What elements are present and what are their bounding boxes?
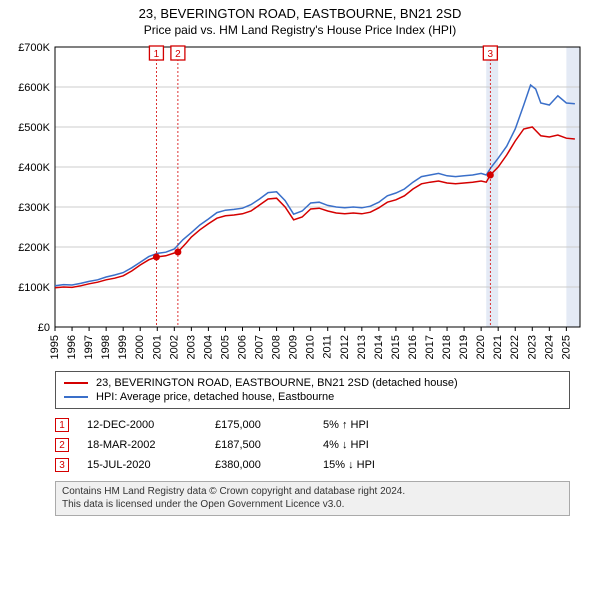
event-date: 18-MAR-2002 — [87, 439, 197, 451]
svg-text:2007: 2007 — [254, 335, 266, 359]
svg-text:1997: 1997 — [83, 335, 95, 359]
svg-text:2011: 2011 — [322, 335, 334, 359]
event-marker-icon: 1 — [55, 418, 69, 432]
svg-text:£200K: £200K — [18, 242, 50, 254]
svg-text:2012: 2012 — [339, 335, 351, 359]
svg-text:£500K: £500K — [18, 122, 50, 134]
svg-text:£300K: £300K — [18, 202, 50, 214]
svg-text:1999: 1999 — [117, 335, 129, 359]
event-date: 15-JUL-2020 — [87, 459, 197, 471]
svg-text:2010: 2010 — [305, 335, 317, 359]
legend-row: 23, BEVERINGTON ROAD, EASTBOURNE, BN21 2… — [64, 376, 561, 390]
svg-text:1: 1 — [154, 49, 160, 60]
svg-text:1996: 1996 — [66, 335, 78, 359]
legend-row: HPI: Average price, detached house, East… — [64, 390, 561, 404]
svg-text:1995: 1995 — [49, 335, 61, 359]
svg-text:2016: 2016 — [407, 335, 419, 359]
svg-text:2002: 2002 — [168, 335, 180, 359]
legend-swatch — [64, 396, 88, 398]
event-row: 3 15-JUL-2020 £380,000 15% ↓ HPI — [55, 455, 570, 475]
svg-text:2018: 2018 — [441, 335, 453, 359]
svg-text:2025: 2025 — [560, 335, 572, 359]
page-title: 23, BEVERINGTON ROAD, EASTBOURNE, BN21 2… — [0, 6, 600, 21]
svg-text:2: 2 — [175, 49, 181, 60]
svg-text:2013: 2013 — [356, 335, 368, 359]
svg-text:2014: 2014 — [373, 335, 385, 359]
svg-text:2024: 2024 — [543, 335, 555, 359]
svg-text:2023: 2023 — [526, 335, 538, 359]
svg-text:2015: 2015 — [390, 335, 402, 359]
svg-text:£400K: £400K — [18, 162, 50, 174]
chart-svg: £0 £100K £200K £300K £400K £500K £600K £700K 199… — [0, 37, 600, 367]
event-marker-icon: 3 — [55, 458, 69, 472]
svg-text:2004: 2004 — [202, 335, 214, 359]
svg-text:2017: 2017 — [424, 335, 436, 359]
svg-text:2000: 2000 — [134, 335, 146, 359]
footer-licence: Contains HM Land Registry data © Crown c… — [55, 481, 570, 516]
chart: £0 £100K £200K £300K £400K £500K £600K £700K 199… — [0, 37, 600, 367]
legend-swatch — [64, 382, 88, 384]
event-price: £175,000 — [215, 419, 305, 431]
event-row: 2 18-MAR-2002 £187,500 4% ↓ HPI — [55, 435, 570, 455]
footer-line: Contains HM Land Registry data © Crown c… — [62, 486, 563, 499]
svg-text:2003: 2003 — [185, 335, 197, 359]
legend: 23, BEVERINGTON ROAD, EASTBOURNE, BN21 2… — [55, 371, 570, 409]
svg-text:2001: 2001 — [151, 335, 163, 359]
event-hpi-delta: 5% ↑ HPI — [323, 419, 433, 431]
title-block: 23, BEVERINGTON ROAD, EASTBOURNE, BN21 2… — [0, 0, 600, 37]
event-price: £187,500 — [215, 439, 305, 451]
event-price: £380,000 — [215, 459, 305, 471]
svg-text:2005: 2005 — [219, 335, 231, 359]
svg-text:£700K: £700K — [18, 42, 50, 54]
svg-text:1998: 1998 — [100, 335, 112, 359]
svg-text:2019: 2019 — [458, 335, 470, 359]
svg-text:2008: 2008 — [271, 335, 283, 359]
svg-text:3: 3 — [488, 49, 494, 60]
svg-text:2020: 2020 — [475, 335, 487, 359]
page-subtitle: Price paid vs. HM Land Registry's House … — [0, 23, 600, 37]
svg-text:2021: 2021 — [492, 335, 504, 359]
footer-line: This data is licensed under the Open Gov… — [62, 499, 563, 512]
event-hpi-delta: 4% ↓ HPI — [323, 439, 433, 451]
legend-label: 23, BEVERINGTON ROAD, EASTBOURNE, BN21 2… — [96, 377, 458, 389]
event-marker-icon: 2 — [55, 438, 69, 452]
svg-text:£0: £0 — [38, 322, 50, 334]
svg-text:2022: 2022 — [509, 335, 521, 359]
event-hpi-delta: 15% ↓ HPI — [323, 459, 433, 471]
svg-text:£100K: £100K — [18, 282, 50, 294]
svg-text:2006: 2006 — [237, 335, 249, 359]
event-date: 12-DEC-2000 — [87, 419, 197, 431]
events-table: 1 12-DEC-2000 £175,000 5% ↑ HPI 2 18-MAR… — [55, 415, 570, 475]
svg-text:2009: 2009 — [288, 335, 300, 359]
legend-label: HPI: Average price, detached house, East… — [96, 391, 334, 403]
svg-text:£600K: £600K — [18, 82, 50, 94]
event-row: 1 12-DEC-2000 £175,000 5% ↑ HPI — [55, 415, 570, 435]
